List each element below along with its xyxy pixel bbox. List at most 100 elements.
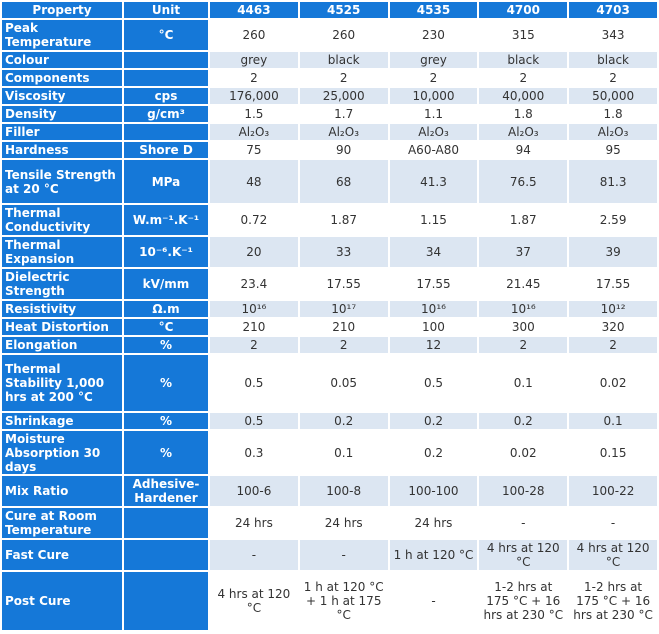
value-cell: 260 — [299, 20, 388, 50]
property-cell: Mix Ratio — [2, 476, 122, 506]
table-body: Peak Temperature °C 260 260 230 315 343 Colour g… — [2, 20, 657, 630]
unit-cell: kV/mm — [124, 269, 208, 299]
property-cell: Thermal Conductivity — [2, 205, 122, 235]
value-cell: 0.1 — [479, 355, 568, 411]
table-row: Colour grey black grey black black — [2, 52, 657, 68]
value-cell: 4 hrs at 120 °C — [210, 572, 298, 630]
property-cell: Peak Temperature — [2, 20, 122, 50]
value-cell: 90 — [299, 142, 388, 158]
value-cell: Al₂O₃ — [479, 124, 568, 140]
value-cell: Al₂O₃ — [389, 124, 478, 140]
property-cell: Components — [2, 70, 122, 86]
property-cell: Viscosity — [2, 88, 122, 104]
property-cell: Colour — [2, 52, 122, 68]
value-cell: - — [389, 572, 478, 630]
value-cell: 0.5 — [210, 413, 298, 429]
value-cell: 24 hrs — [210, 508, 298, 538]
value-cell: 230 — [389, 20, 478, 50]
value-cell: 2.59 — [569, 205, 657, 235]
header-property: Property — [2, 2, 122, 18]
value-cell: 0.02 — [569, 355, 657, 411]
value-cell: 0.02 — [479, 431, 568, 474]
value-cell: 41.3 — [389, 160, 478, 203]
value-cell: 10¹⁷ — [299, 301, 388, 317]
value-cell: 2 — [299, 70, 388, 86]
value-cell: - — [299, 540, 388, 570]
unit-cell — [124, 52, 208, 68]
property-cell: Elongation — [2, 337, 122, 353]
value-cell: 24 hrs — [389, 508, 478, 538]
table-row: Viscosity cps 176,000 25,000 10,000 40,000 50,… — [2, 88, 657, 104]
table-row: Heat Distortion °C 210 210 100 300 320 — [2, 319, 657, 335]
unit-cell: cps — [124, 88, 208, 104]
header-4535: 4535 — [389, 2, 478, 18]
unit-cell: 10⁻⁶.K⁻¹ — [124, 237, 208, 267]
value-cell: 1.5 — [210, 106, 298, 122]
table-row: Density g/cm³ 1.5 1.7 1.1 1.8 1.8 — [2, 106, 657, 122]
value-cell: 315 — [479, 20, 568, 50]
value-cell: 2 — [299, 337, 388, 353]
value-cell: black — [569, 52, 657, 68]
value-cell: 100-6 — [210, 476, 298, 506]
value-cell: 0.2 — [479, 413, 568, 429]
value-cell: 2 — [479, 337, 568, 353]
value-cell: 40,000 — [479, 88, 568, 104]
value-cell: 210 — [210, 319, 298, 335]
value-cell: 10¹⁶ — [210, 301, 298, 317]
value-cell: 1 h at 120 °C + 1 h at 175 °C — [299, 572, 388, 630]
value-cell: black — [479, 52, 568, 68]
value-cell: 100 — [389, 319, 478, 335]
value-cell: 17.55 — [389, 269, 478, 299]
value-cell: 1.8 — [479, 106, 568, 122]
value-cell: 4 hrs at 120 °C — [569, 540, 657, 570]
value-cell: 176,000 — [210, 88, 298, 104]
value-cell: 100-100 — [389, 476, 478, 506]
table-row: Thermal Stability 1,000 hrs at 200 °C% 0.… — [2, 355, 657, 411]
value-cell: 2 — [210, 337, 298, 353]
table-row: Elongation% 2 2 12 2 2 — [2, 337, 657, 353]
property-cell: Post Cure — [2, 572, 122, 630]
value-cell: 37 — [479, 237, 568, 267]
value-cell: 2 — [569, 70, 657, 86]
unit-cell: % — [124, 431, 208, 474]
value-cell: 94 — [479, 142, 568, 158]
property-cell: Filler — [2, 124, 122, 140]
property-cell: Dielectric Strength — [2, 269, 122, 299]
value-cell: 0.5 — [389, 355, 478, 411]
value-cell: Al₂O₃ — [210, 124, 298, 140]
value-cell: 100-22 — [569, 476, 657, 506]
header-unit: Unit — [124, 2, 208, 18]
table-row: Thermal Expansion 10⁻⁶.K⁻¹ 20 33 34 37 39 — [2, 237, 657, 267]
table-row: Peak Temperature °C 260 260 230 315 343 — [2, 20, 657, 50]
table-row: Thermal Conductivity W.m⁻¹.K⁻¹ 0.72 1.87 1.1… — [2, 205, 657, 235]
table-row: Tensile Strength at 20 °C MPa 48 68 41.3 76.5… — [2, 160, 657, 203]
value-cell: 76.5 — [479, 160, 568, 203]
value-cell: 0.5 — [210, 355, 298, 411]
table-row: Mix Ratio Adhesive-Hardener 100-6 100-8 100-… — [2, 476, 657, 506]
unit-cell: Shore D — [124, 142, 208, 158]
value-cell: 210 — [299, 319, 388, 335]
value-cell: 0.05 — [299, 355, 388, 411]
table-row: Hardness Shore D 75 90 A60-A80 94 95 — [2, 142, 657, 158]
unit-cell: g/cm³ — [124, 106, 208, 122]
value-cell: 25,000 — [299, 88, 388, 104]
value-cell: Al₂O₃ — [569, 124, 657, 140]
value-cell: 1.7 — [299, 106, 388, 122]
property-cell: Moisture Absorption 30 days — [2, 431, 122, 474]
value-cell: 50,000 — [569, 88, 657, 104]
unit-cell: Adhesive-Hardener — [124, 476, 208, 506]
value-cell: 34 — [389, 237, 478, 267]
unit-cell — [124, 540, 208, 570]
value-cell: 10,000 — [389, 88, 478, 104]
property-cell: Shrinkage — [2, 413, 122, 429]
property-cell: Tensile Strength at 20 °C — [2, 160, 122, 203]
property-cell: Hardness — [2, 142, 122, 158]
value-cell: 10¹⁶ — [389, 301, 478, 317]
value-cell: - — [479, 508, 568, 538]
value-cell: 2 — [389, 70, 478, 86]
table-row: Resistivity Ω.m 10¹⁶ 10¹⁷ 10¹⁶ 10¹⁶ 10¹² — [2, 301, 657, 317]
value-cell: 1.87 — [479, 205, 568, 235]
unit-cell: MPa — [124, 160, 208, 203]
unit-cell: °C — [124, 319, 208, 335]
